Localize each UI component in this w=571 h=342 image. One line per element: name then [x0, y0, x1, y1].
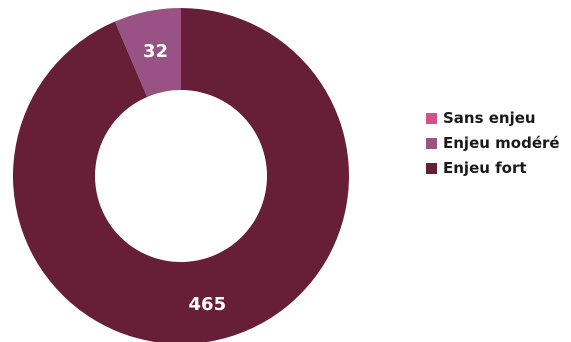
legend: Sans enjeu Enjeu modéré Enjeu fort	[426, 106, 560, 181]
data-label-2: 465	[189, 294, 227, 315]
legend-swatch-sans-enjeu	[426, 112, 437, 124]
legend-item-enjeu-modere: Enjeu modéré	[426, 131, 560, 155]
legend-label-enjeu-modere: Enjeu modéré	[443, 134, 560, 152]
donut-slice-1	[114, 8, 181, 97]
legend-swatch-enjeu-fort	[426, 162, 437, 174]
legend-item-enjeu-fort: Enjeu fort	[426, 156, 560, 180]
data-label-1: 32	[143, 41, 168, 62]
donut-slice-2	[13, 8, 349, 342]
legend-item-sans-enjeu: Sans enjeu	[426, 106, 560, 130]
legend-swatch-enjeu-modere	[426, 137, 437, 149]
legend-label-sans-enjeu: Sans enjeu	[443, 109, 536, 127]
legend-label-enjeu-fort: Enjeu fort	[443, 159, 527, 177]
